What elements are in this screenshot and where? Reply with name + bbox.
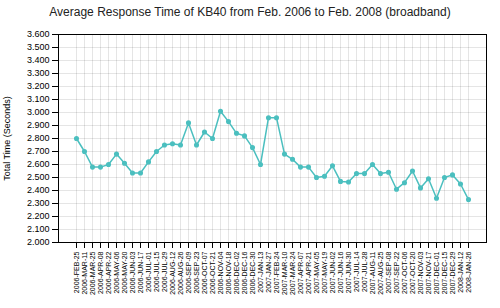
svg-text:2006-MAY-20: 2006-MAY-20	[121, 251, 128, 293]
svg-text:2.000: 2.000	[27, 237, 50, 247]
svg-text:2007-DEC-15: 2007-DEC-15	[441, 251, 448, 294]
svg-text:2007-MAY-19: 2007-MAY-19	[321, 251, 328, 293]
svg-text:2007-SEP-22: 2007-SEP-22	[393, 251, 400, 293]
svg-text:2006-OCT-07: 2006-OCT-07	[201, 251, 208, 294]
svg-text:2007-MAR-10: 2007-MAR-10	[281, 251, 288, 295]
svg-text:2006-JUL-01: 2006-JUL-01	[145, 251, 152, 292]
svg-text:2007-JUL-14: 2007-JUL-14	[353, 251, 360, 292]
svg-text:2006-NOV-18: 2006-NOV-18	[225, 251, 232, 294]
svg-text:2007-APR-21: 2007-APR-21	[305, 251, 312, 294]
svg-text:2006-SEP-09: 2006-SEP-09	[185, 251, 192, 293]
svg-text:2.500: 2.500	[27, 172, 50, 182]
svg-text:2006-JUL-29: 2006-JUL-29	[161, 251, 168, 292]
svg-text:2.700: 2.700	[27, 146, 50, 156]
svg-text:2007-DEC-29: 2007-DEC-29	[449, 251, 456, 294]
svg-text:2007-AUG-25: 2007-AUG-25	[377, 251, 384, 294]
svg-text:2.800: 2.800	[27, 133, 50, 143]
svg-text:2008-JAN-26: 2008-JAN-26	[465, 251, 472, 292]
svg-text:2008-JAN-12: 2008-JAN-12	[457, 251, 464, 292]
svg-text:2007-SEP-08: 2007-SEP-08	[385, 251, 392, 293]
svg-text:2007-JAN-13: 2007-JAN-13	[257, 251, 264, 292]
svg-text:2007-AUG-11: 2007-AUG-11	[369, 251, 376, 294]
svg-text:2006-JUN-03: 2006-JUN-03	[129, 251, 136, 293]
svg-text:2007-JUN-30: 2007-JUN-30	[345, 251, 352, 293]
svg-text:2006-MAR-11: 2006-MAR-11	[81, 251, 88, 294]
svg-text:3.500: 3.500	[27, 42, 50, 52]
svg-text:2007-NOV-17: 2007-NOV-17	[425, 251, 432, 294]
svg-text:2006-MAR-25: 2006-MAR-25	[89, 251, 96, 295]
svg-text:2007-OCT-20: 2007-OCT-20	[409, 251, 416, 294]
svg-text:2007-OCT-06: 2007-OCT-06	[401, 251, 408, 294]
svg-text:2006-JUN-17: 2006-JUN-17	[137, 251, 144, 293]
svg-text:2006-DEC-30: 2006-DEC-30	[249, 251, 256, 294]
svg-text:2007-FEB-24: 2007-FEB-24	[273, 251, 280, 293]
svg-text:2006-OCT-21: 2006-OCT-21	[209, 251, 216, 294]
svg-text:2.100: 2.100	[27, 224, 50, 234]
svg-text:3.200: 3.200	[27, 81, 50, 91]
svg-text:2007-NOV-03: 2007-NOV-03	[417, 251, 424, 294]
svg-text:2.400: 2.400	[27, 185, 50, 195]
svg-text:3.000: 3.000	[27, 107, 50, 117]
svg-text:2.200: 2.200	[27, 211, 50, 221]
svg-text:2006-FEB-25: 2006-FEB-25	[73, 251, 80, 293]
html-text:Average Response Time of KB40: Average Response Time of KB40 from Feb. …	[49, 5, 451, 19]
svg-text:3.600: 3.600	[27, 29, 50, 39]
svg-text:2006-SEP-23: 2006-SEP-23	[193, 251, 200, 293]
svg-text:2006-AUG-12: 2006-AUG-12	[169, 251, 176, 294]
svg-text:2007-MAR-24: 2007-MAR-24	[289, 251, 296, 295]
svg-text:3.100: 3.100	[27, 94, 50, 104]
svg-text:2007-JUN-02: 2007-JUN-02	[329, 251, 336, 293]
svg-text:2007-DEC-01: 2007-DEC-01	[433, 251, 440, 294]
svg-text:2006-DEC-02: 2006-DEC-02	[233, 251, 240, 294]
svg-text:2006-APR-22: 2006-APR-22	[105, 251, 112, 294]
svg-text:2006-AUG-26: 2006-AUG-26	[177, 251, 184, 294]
svg-text:2006-DEC-16: 2006-DEC-16	[241, 251, 248, 294]
svg-text:2007-JUL-28: 2007-JUL-28	[361, 251, 368, 292]
svg-text:2006-APR-08: 2006-APR-08	[97, 251, 104, 294]
svg-text:2007-JUN-16: 2007-JUN-16	[337, 251, 344, 293]
svg-text:2.600: 2.600	[27, 159, 50, 169]
svg-text:2006-MAY-06: 2006-MAY-06	[113, 251, 120, 293]
svg-text:Total Time (Seconds): Total Time (Seconds)	[2, 96, 12, 181]
svg-text:2.300: 2.300	[27, 198, 50, 208]
svg-text:2006-JUL-15: 2006-JUL-15	[153, 251, 160, 292]
svg-text:2.900: 2.900	[27, 120, 50, 130]
svg-text:2007-APR-07: 2007-APR-07	[297, 251, 304, 294]
svg-text:3.300: 3.300	[27, 68, 50, 78]
svg-text:2007-MAY-05: 2007-MAY-05	[313, 251, 320, 293]
svg-text:3.400: 3.400	[27, 55, 50, 65]
svg-text:2007-JAN-27: 2007-JAN-27	[265, 251, 272, 292]
svg-text:2006-NOV-04: 2006-NOV-04	[217, 251, 224, 294]
